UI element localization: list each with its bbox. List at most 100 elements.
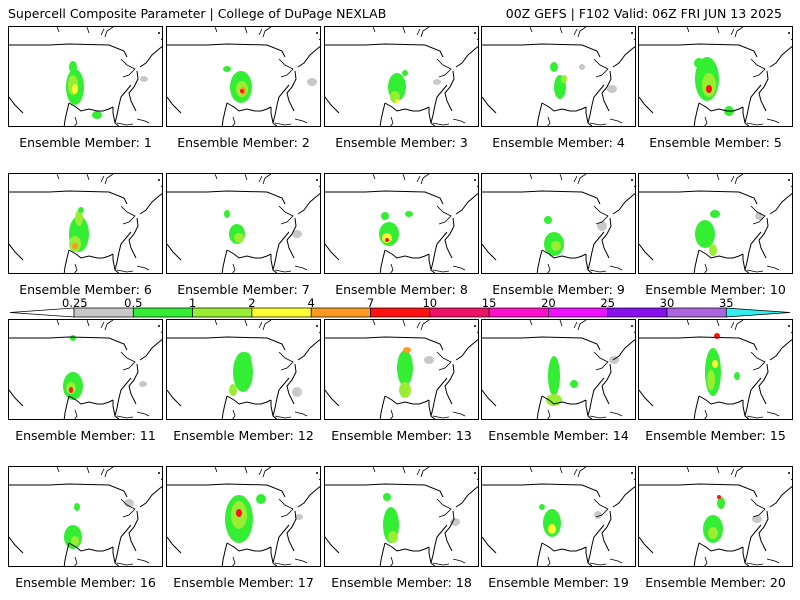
map-graphic: [9, 174, 162, 273]
map-graphic: [9, 320, 162, 419]
scp-contour: [75, 210, 83, 226]
scp-contour: [295, 514, 303, 520]
map-graphic: [325, 174, 478, 273]
scp-contour: [717, 495, 721, 499]
map-graphic: [482, 27, 635, 126]
member-caption: Ensemble Member: 1: [19, 135, 152, 150]
page-title: Supercell Composite Parameter | College …: [8, 6, 387, 21]
scp-contour: [597, 221, 607, 231]
scp-contour: [399, 382, 411, 398]
colorbar-tick-label: 0.25: [62, 296, 88, 310]
scp-contour: [734, 372, 740, 380]
ensemble-member-map: [481, 173, 636, 274]
member-caption: Ensemble Member: 20: [645, 575, 786, 590]
colorbar-tick-label: 30: [659, 296, 675, 310]
ensemble-member-map: [638, 466, 793, 567]
map-graphic: [167, 27, 320, 126]
scp-contour: [72, 84, 78, 94]
colorbar-graphic: [10, 307, 790, 318]
scp-contour: [395, 99, 399, 103]
ensemble-member-map: [481, 26, 636, 127]
member-caption: Ensemble Member: 2: [177, 135, 310, 150]
scp-contour: [385, 238, 389, 242]
scp-contour: [69, 387, 73, 393]
scp-contour: [752, 515, 762, 523]
member-caption: Ensemble Member: 13: [331, 428, 472, 443]
scp-contour: [712, 360, 718, 368]
scp-contour: [433, 79, 441, 85]
ensemble-member-map: [8, 26, 163, 127]
member-caption: Ensemble Member: 10: [645, 282, 786, 297]
map-graphic: [9, 27, 162, 126]
colorbar-tick-label: 35: [718, 296, 734, 310]
map-graphic: [639, 467, 792, 566]
member-caption: Ensemble Member: 8: [335, 282, 468, 297]
map-graphic: [639, 27, 792, 126]
colorbar-tick-label: 2: [248, 296, 256, 310]
member-caption: Ensemble Member: 15: [645, 428, 786, 443]
scp-contour: [140, 76, 148, 82]
ensemble-member-map: [481, 466, 636, 567]
ensemble-member-map: [166, 319, 321, 420]
scp-contour: [707, 370, 715, 390]
scp-contour: [383, 493, 391, 501]
scp-contour: [544, 216, 552, 224]
scp-contour: [709, 244, 717, 256]
scp-contour: [223, 66, 231, 72]
ensemble-member-map: [166, 173, 321, 274]
map-graphic: [9, 467, 162, 566]
scp-contour: [139, 381, 147, 387]
ensemble-member-map: [324, 319, 479, 420]
map-graphic: [325, 27, 478, 126]
scp-contour: [548, 356, 560, 396]
member-caption: Ensemble Member: 12: [173, 428, 314, 443]
scp-contour: [397, 350, 413, 386]
map-graphic: [325, 467, 478, 566]
scp-contour: [695, 220, 715, 248]
scp-contour: [548, 524, 556, 534]
scp-contour: [539, 504, 545, 510]
member-caption: Ensemble Member: 16: [15, 575, 156, 590]
colorbar-tick-label: 7: [366, 296, 375, 310]
run-info: 00Z GEFS | F102 Valid: 06Z FRI JUN 13 20…: [505, 6, 782, 21]
ensemble-member-map: [8, 173, 163, 274]
scp-contour: [229, 384, 237, 396]
member-caption: Ensemble Member: 11: [15, 428, 156, 443]
scp-contour: [714, 333, 720, 339]
ensemble-member-map: [8, 319, 163, 420]
scp-contour: [402, 70, 408, 76]
colorbar-tick-label: 10: [422, 296, 438, 310]
scp-contour: [234, 233, 244, 243]
scp-contour: [70, 335, 76, 341]
member-caption: Ensemble Member: 7: [177, 282, 310, 297]
member-caption: Ensemble Member: 14: [488, 428, 629, 443]
scp-contour: [236, 509, 242, 517]
ensemble-member-map: [324, 26, 479, 127]
scp-contour: [71, 536, 79, 546]
member-caption: Ensemble Member: 17: [173, 575, 314, 590]
member-caption: Ensemble Member: 3: [335, 135, 468, 150]
map-graphic: [325, 320, 478, 419]
scp-contour: [607, 85, 617, 93]
member-caption: Ensemble Member: 9: [492, 282, 625, 297]
scp-contour: [424, 356, 434, 364]
colorbar-tick-label: 1: [188, 296, 197, 310]
scp-contour: [388, 531, 398, 543]
scp-contour: [550, 62, 558, 72]
colorbar-tick-label: 15: [481, 296, 497, 310]
scp-contour: [239, 352, 251, 364]
member-caption: Ensemble Member: 4: [492, 135, 625, 150]
scp-contour: [69, 61, 77, 73]
ensemble-member-map: [166, 26, 321, 127]
scp-contour: [561, 75, 567, 83]
scp-contour: [92, 111, 102, 119]
map-graphic: [639, 174, 792, 273]
scp-contour: [292, 387, 302, 397]
scp-contour: [240, 89, 244, 93]
scp-contour: [381, 212, 389, 220]
member-caption: Ensemble Member: 6: [19, 282, 152, 297]
ensemble-member-map: [324, 466, 479, 567]
scp-contour: [706, 85, 712, 93]
ensemble-member-map: [638, 173, 793, 274]
colorbar: [10, 296, 790, 326]
